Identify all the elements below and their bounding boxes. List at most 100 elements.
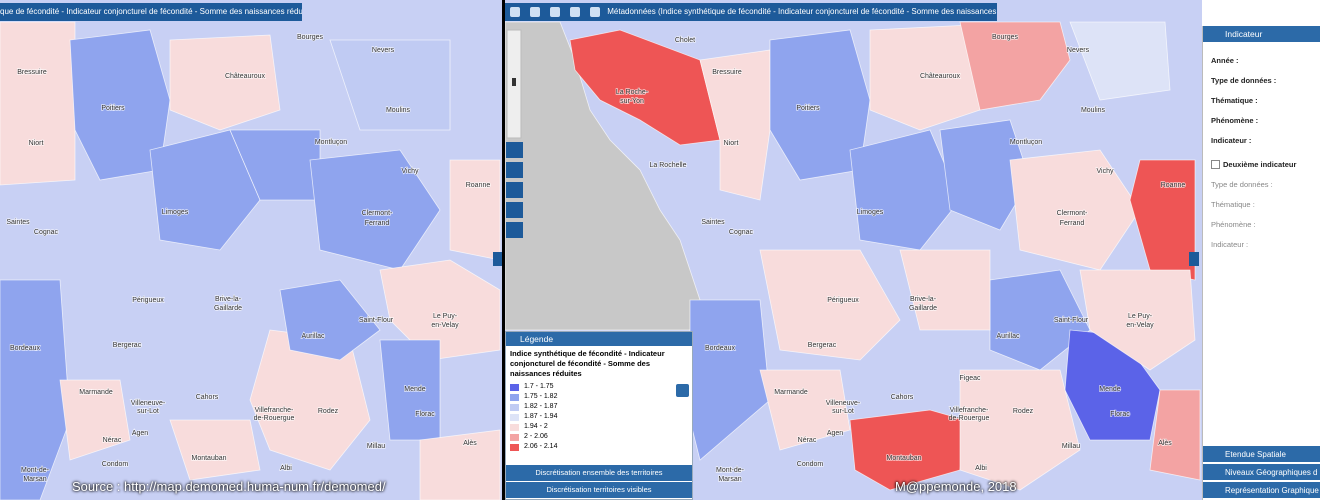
side-panel: Indicateur Année : Type de données : Thé… [1202, 26, 1320, 500]
city-label: Marsan [23, 476, 46, 483]
city-label: Le Puy- [1128, 313, 1153, 320]
region [0, 279, 71, 500]
legend-entry: 1.7 - 1.75 [506, 382, 692, 392]
city-label: Rodez [318, 408, 339, 415]
city-label: de-Rouergue [949, 415, 990, 422]
city-label: Mont-de- [716, 467, 745, 474]
legend-title: Indice synthétique de fécondité - Indica… [510, 349, 665, 378]
legend-entry: 1.82 - 1.87 [506, 402, 692, 412]
section-button[interactable]: Etendue Spatiale [1203, 445, 1320, 462]
city-label: sur-Lot [832, 408, 854, 415]
legend-button[interactable]: Discrétisation ensemble des territoires [506, 465, 692, 481]
zoom-handle[interactable] [512, 78, 516, 86]
field-label: Thématique : [1211, 96, 1258, 105]
city-label: Marmande [79, 389, 113, 396]
city-label: Saint-Flour [1054, 317, 1089, 324]
tool-icon[interactable] [550, 7, 560, 17]
legend-entry: 2.06 - 2.14 [506, 442, 692, 452]
legend-label: 1.87 - 1.94 [524, 413, 558, 420]
checkbox[interactable] [1211, 160, 1220, 169]
tool-icon[interactable] [590, 7, 600, 17]
city-label: Cognac [729, 229, 754, 236]
city-label: Villeneuve- [131, 400, 166, 407]
field-label: Année : [1211, 56, 1239, 65]
city-label: Florac [1110, 411, 1130, 418]
tool-icon[interactable] [510, 7, 520, 17]
city-label: Cahors [891, 394, 914, 401]
right-toggle[interactable] [1189, 252, 1199, 266]
field-label: Indicateur : [1211, 136, 1252, 145]
city-label: en-Velay [431, 322, 459, 329]
legend-header[interactable]: Légende [506, 332, 692, 346]
city-label: Saintes [6, 219, 30, 226]
city-label: Poitiers [101, 105, 125, 112]
right-title[interactable]: Métadonnées (Indice synthétique de fécon… [607, 7, 997, 16]
map-tools[interactable] [506, 142, 523, 238]
tool-icon[interactable] [570, 7, 580, 17]
region [0, 21, 76, 186]
region [899, 249, 991, 331]
region [759, 369, 851, 451]
city-label: Nérac [103, 437, 122, 444]
checkbox-label[interactable]: Deuxième indicateur [1223, 160, 1297, 169]
city-label: Châteauroux [920, 73, 961, 80]
city-label: Saintes [701, 219, 725, 226]
legend-label: 1.94 - 2 [524, 423, 548, 430]
region [1009, 149, 1141, 271]
city-label: Ferrand [1060, 220, 1085, 227]
city-label: sur-Yon [620, 98, 644, 105]
city-label: Mende [404, 386, 426, 393]
left-title-bar: que de fécondité - Indicateur conjonctur… [0, 3, 302, 21]
city-label: Aurillac [997, 333, 1020, 340]
region [989, 269, 1091, 371]
city-label: Cahors [196, 394, 219, 401]
region [1079, 269, 1196, 371]
city-label: Nérac [798, 437, 817, 444]
city-label: Le Puy- [433, 313, 458, 320]
city-label: sur-Lot [137, 408, 159, 415]
city-label: Cognac [34, 229, 59, 236]
source: Source : http://map.demomed.huma-num.fr/… [72, 479, 386, 494]
right-title-bar: Métadonnées (Indice synthétique de fécon… [505, 3, 997, 21]
city-label: Millau [1062, 443, 1080, 450]
city-label: Moulins [386, 107, 411, 114]
legend-entry: 2 - 2.06 [506, 432, 692, 442]
region [959, 369, 1081, 491]
city-label: Montauban [886, 455, 921, 462]
city-label: Limoges [162, 209, 189, 216]
region [849, 129, 961, 251]
city-label: Bourges [992, 34, 1019, 41]
city-label: Figeac [959, 375, 981, 382]
legend-button[interactable]: Discrétisation territoires visibles [506, 482, 692, 498]
panel-header[interactable]: Indicateur [1203, 26, 1320, 42]
city-label: Niort [724, 140, 739, 147]
city-label: Bergerac [808, 342, 837, 349]
city-label: Brive-la- [910, 296, 937, 303]
legend-label: 1.7 - 1.75 [524, 383, 554, 390]
field-label: Thématique : [1211, 200, 1255, 209]
city-label: Gaillarde [214, 305, 242, 312]
city-label: Albi [975, 465, 987, 472]
region [279, 279, 381, 361]
city-label: Ferrand [365, 220, 390, 227]
section-button[interactable]: Niveaux Géographiques d [1203, 463, 1320, 480]
city-label: Marsan [718, 476, 741, 483]
legend-entry: 1.75 - 1.82 [506, 392, 692, 402]
city-label: Poitiers [796, 105, 820, 112]
section-button[interactable]: Représentation Graphique [1203, 481, 1320, 498]
city-label: Clermont- [362, 210, 393, 217]
region [869, 24, 981, 131]
settings-button[interactable] [676, 384, 689, 397]
city-label: Niort [29, 140, 44, 147]
left-toggle[interactable] [493, 252, 502, 266]
city-label: Roanne [466, 182, 491, 189]
region [759, 249, 901, 361]
city-label: Châteauroux [225, 73, 266, 80]
city-label: Alès [463, 440, 477, 447]
city-label: Bordeaux [705, 345, 735, 352]
city-label: Moulins [1081, 107, 1106, 114]
tool-icon[interactable] [530, 7, 540, 17]
city-label: Roanne [1161, 182, 1186, 189]
city-label: en-Velay [1126, 322, 1154, 329]
legend-label: 1.75 - 1.82 [524, 393, 558, 400]
